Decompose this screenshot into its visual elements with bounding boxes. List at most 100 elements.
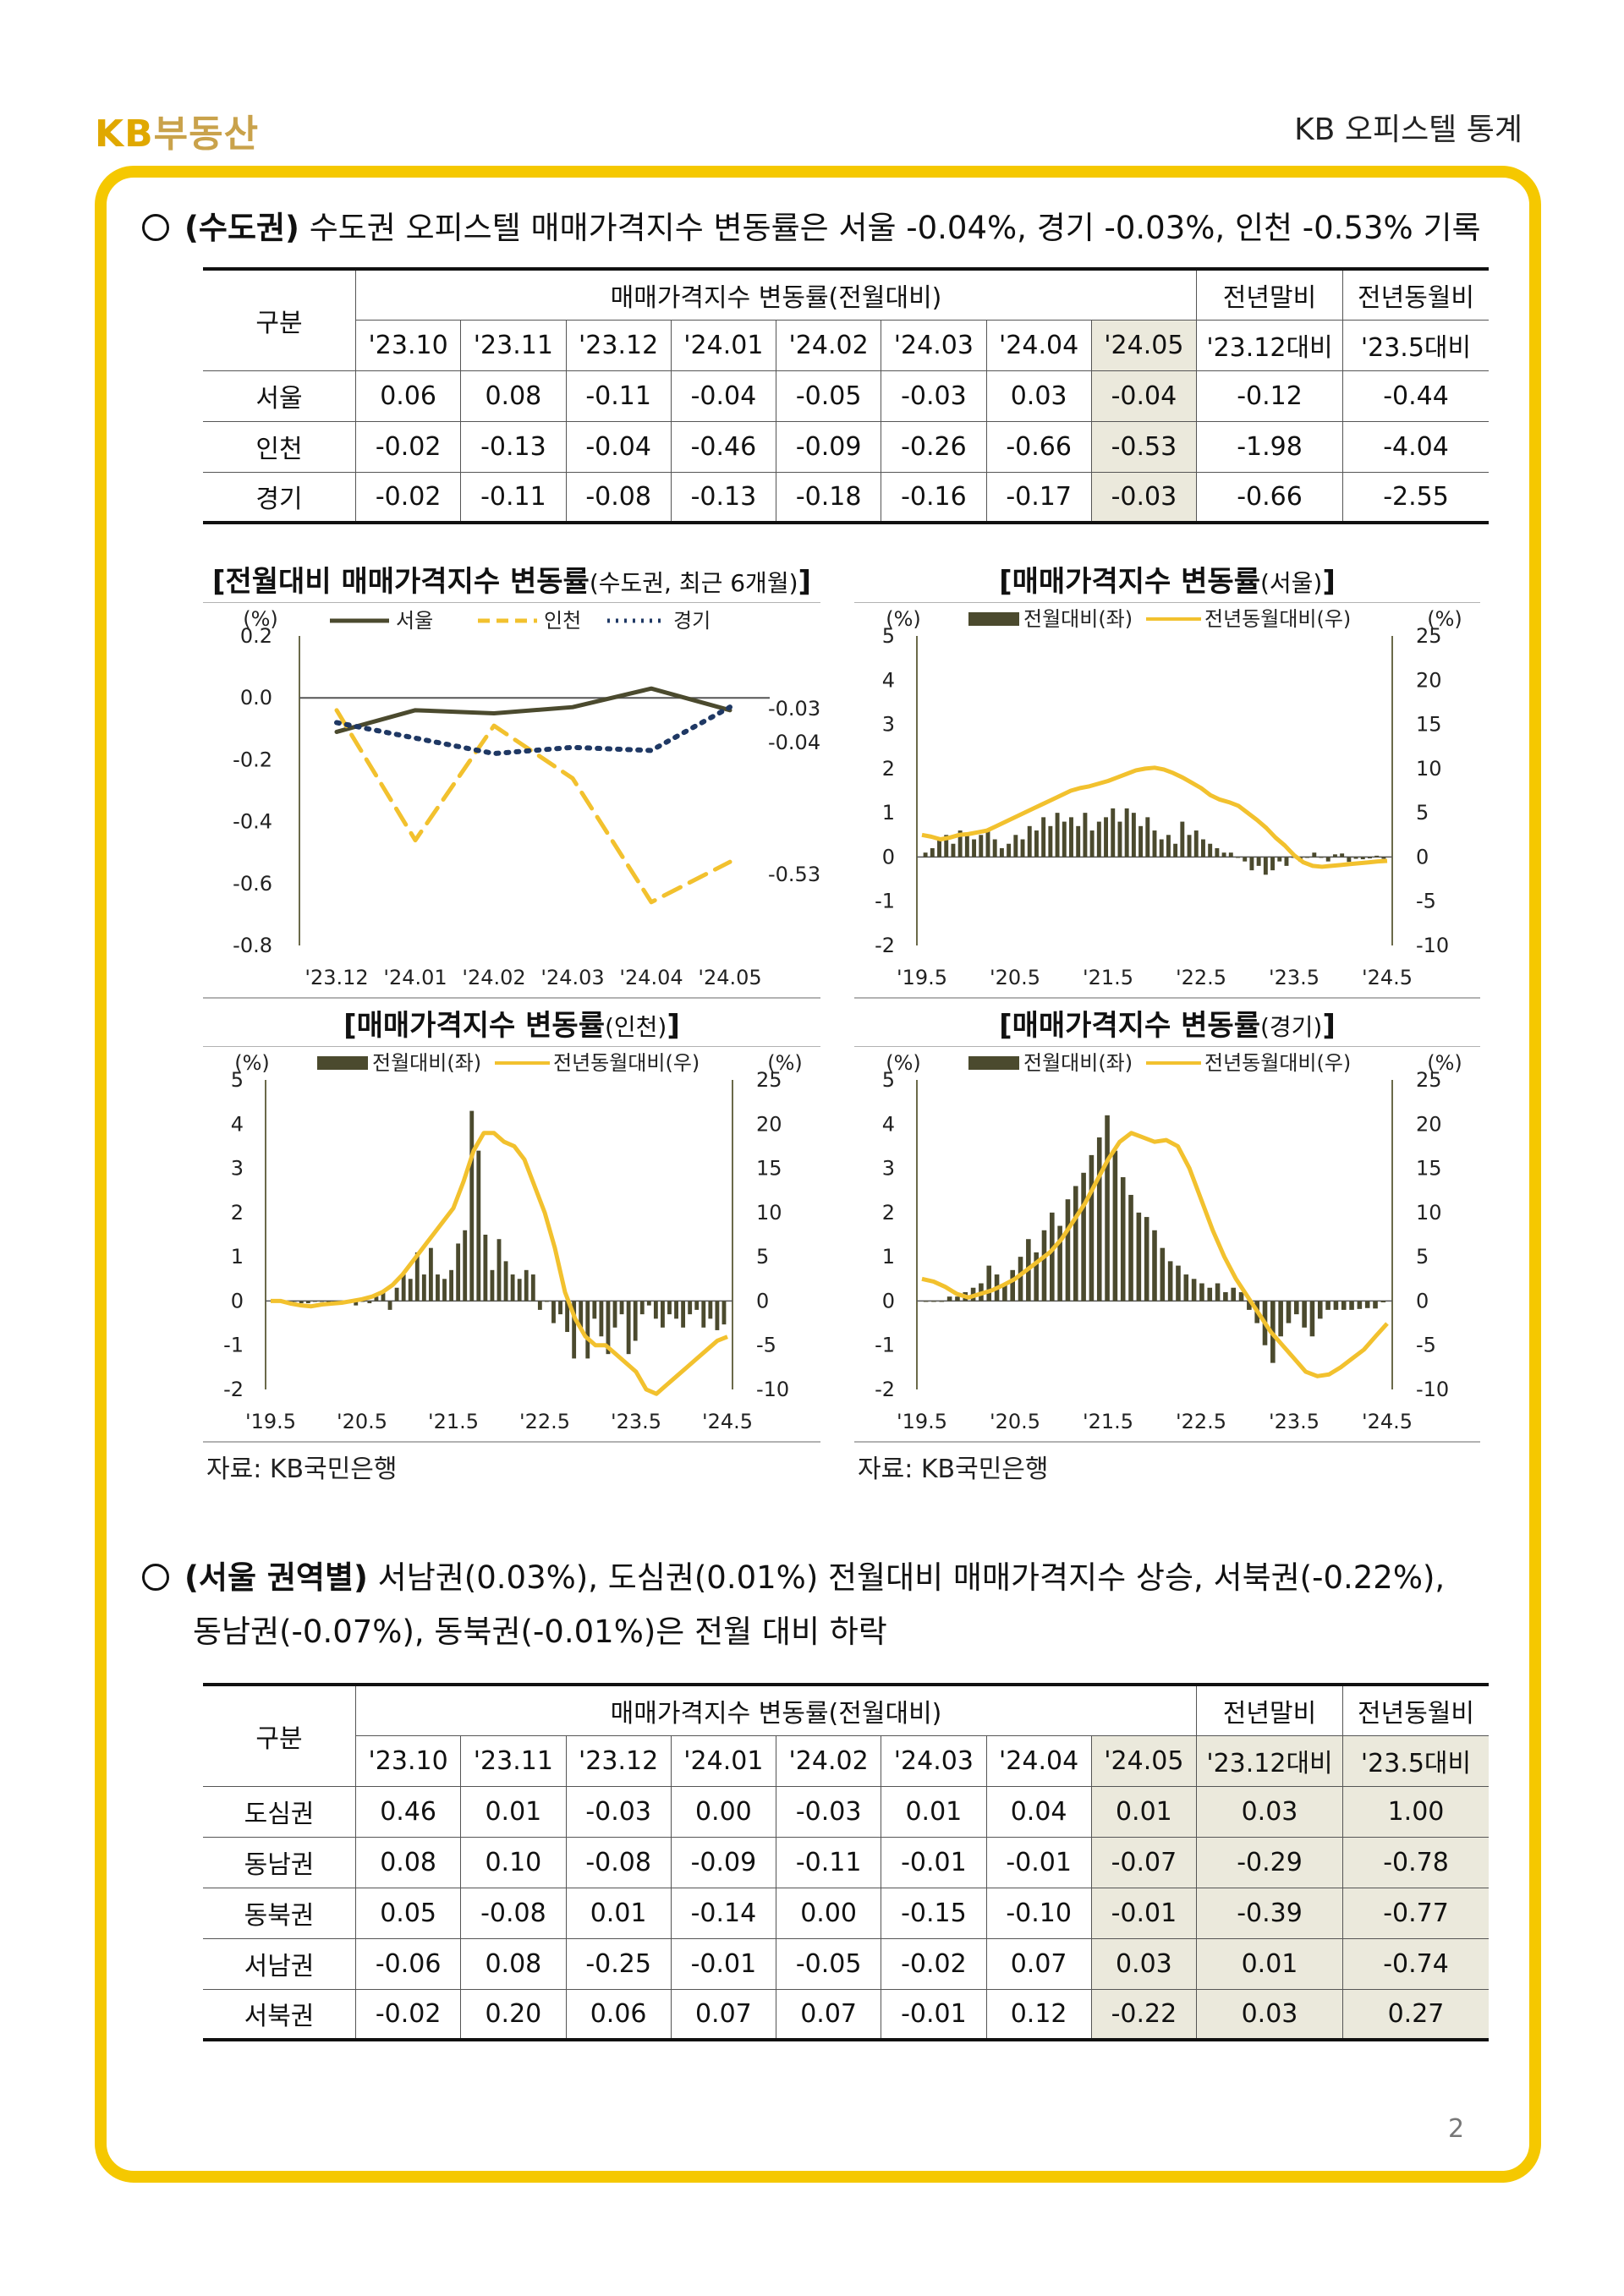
data-bar [1228, 852, 1233, 858]
yoy-line [921, 765, 1388, 869]
data-bar [558, 1301, 562, 1315]
chart4-title: [매매가격지수 변동률(경기)] [854, 1002, 1480, 1044]
table-corner-header: 구분 [203, 1683, 356, 1787]
chart4-title-end: ] [1322, 1009, 1336, 1043]
chart-incheon: [매매가격지수 변동률(인천)] (%) (%) 5 4 3 2 1 0 -1 -2 25 20 15 1… [203, 1002, 820, 1443]
data-bar [599, 1301, 604, 1337]
data-bar [1076, 825, 1081, 858]
table-cell: -0.02 [354, 471, 462, 524]
data-bar [1073, 1186, 1078, 1301]
table-month-header: '23.10 [355, 1734, 462, 1787]
data-bar [1368, 857, 1372, 858]
data-bar [510, 1274, 515, 1301]
table-cell: -0.22 [1090, 1988, 1198, 2041]
row-label: 도심권 [203, 1785, 356, 1838]
data-bar [456, 1243, 461, 1301]
data-bar [661, 1301, 665, 1328]
x-tick-label: '20.5 [990, 966, 1040, 989]
data-bar [1215, 847, 1220, 858]
table-cell: -0.07 [1090, 1836, 1198, 1888]
left-tick-label: 5 [882, 1068, 895, 1092]
table-cell-yoy: -0.74 [1342, 1937, 1489, 1990]
data-bar [1041, 1230, 1047, 1301]
data-bar [1193, 830, 1199, 858]
series-line-0 [334, 686, 732, 734]
left-axis-unit: (%) [234, 1051, 270, 1075]
table-cell-ytd: -0.29 [1196, 1836, 1343, 1888]
table-month-header: '23.10 [355, 319, 462, 371]
table-cell-ytd: -1.98 [1196, 420, 1343, 473]
data-bar [957, 830, 963, 858]
left-axis-unit: (%) [886, 1051, 921, 1075]
table-cell: -0.02 [881, 1937, 987, 1990]
data-bar [1231, 1287, 1237, 1301]
table-cell: 0.20 [460, 1988, 567, 2041]
table-cell-ytd: 0.03 [1196, 1785, 1343, 1838]
data-bar [1373, 1301, 1378, 1309]
table-row: 도심권 0.46 0.01 -0.03 0.00 -0.03 0.01 0.04 0.01 0.0… [203, 1785, 1489, 1838]
data-bar [999, 847, 1004, 858]
data-bar [1247, 1301, 1252, 1310]
chart3-svg: (%) (%)543210-1-22520151050-5-10'19.5'20.… [203, 1046, 820, 1443]
table-cell: 0.01 [460, 1785, 567, 1838]
logo-kb-text: KB [95, 112, 154, 156]
table-cell: -0.53 [1090, 420, 1198, 473]
y-axis-unit: (%) [243, 607, 278, 631]
x-tick-label: '21.5 [1083, 1410, 1133, 1433]
section2-title-line2: 동남권(-0.07%), 동북권(-0.01%)은 전월 대비 하락 [193, 1614, 887, 1650]
data-bar [1312, 852, 1317, 858]
data-bar [367, 1301, 372, 1304]
data-bar [1187, 835, 1192, 858]
table-month-header: '24.02 [775, 1734, 882, 1787]
data-bar [579, 1301, 584, 1328]
data-bar [1374, 855, 1380, 858]
data-bar [667, 1301, 672, 1315]
table-cell: 0.01 [565, 1887, 672, 1939]
data-bar [1144, 1217, 1149, 1301]
table-cell: 0.46 [354, 1785, 462, 1838]
data-bar [551, 1301, 556, 1323]
table-cell: -0.04 [565, 420, 672, 473]
table-cell: 0.08 [460, 370, 567, 422]
row-label: 경기 [203, 471, 356, 524]
right-tick-label: -5 [1416, 890, 1436, 913]
data-bar [517, 1279, 522, 1301]
data-bar [985, 830, 990, 858]
data-bar [721, 1301, 727, 1325]
table-cell: -0.02 [354, 420, 462, 473]
table-cell: -0.03 [1090, 471, 1198, 524]
right-tick-label: 15 [1416, 1157, 1442, 1181]
data-bar [1055, 813, 1060, 858]
section1-title-text: 수도권 오피스텔 매매가격지수 변동률은 서울 -0.04%, 경기 -0.03… [299, 210, 1481, 246]
data-bar [305, 1301, 310, 1304]
data-bar [1364, 1301, 1370, 1308]
table-row: 서북권 -0.02 0.20 0.06 0.07 0.07 -0.01 0.12 -0.22 0.… [203, 1988, 1489, 2041]
table-cell: 0.01 [881, 1785, 987, 1838]
table-cell: -0.13 [460, 420, 567, 473]
x-tick-label: '24.05 [698, 966, 761, 989]
data-bar [565, 1301, 570, 1333]
data-bar [503, 1261, 508, 1301]
data-bar [979, 835, 984, 858]
right-tick-label: 20 [1416, 668, 1442, 692]
data-bar [572, 1301, 577, 1359]
data-bar [1020, 839, 1025, 858]
legend-label: 서울 [396, 609, 433, 633]
table-cell: -0.08 [565, 471, 672, 524]
table-month-header: '24.01 [670, 319, 777, 371]
data-bar [1117, 821, 1122, 858]
table-cell-yoy: 0.27 [1342, 1988, 1489, 2041]
x-tick-label: '22.5 [519, 1410, 570, 1433]
data-bar [951, 843, 956, 858]
x-tick-label: '20.5 [990, 1410, 1040, 1433]
data-bar [606, 1301, 611, 1355]
data-bar [626, 1301, 631, 1355]
chart2-title-sub: (서울) [1259, 569, 1323, 597]
chart-seoul: [매매가격지수 변동률(서울)] (%) (%) 5 4 3 2 1 0 -1 -2 25 20 15 1… [854, 558, 1480, 999]
y-tick-label: 0.0 [240, 686, 272, 710]
x-tick-label: '24.03 [540, 966, 604, 989]
table-cell: -0.11 [565, 370, 672, 422]
right-tick-label: 15 [756, 1157, 782, 1181]
table-row: 서남권 -0.06 0.08 -0.25 -0.01 -0.05 -0.02 0.07 0.03… [203, 1937, 1489, 1990]
table-cell-yoy: -0.77 [1342, 1887, 1489, 1939]
